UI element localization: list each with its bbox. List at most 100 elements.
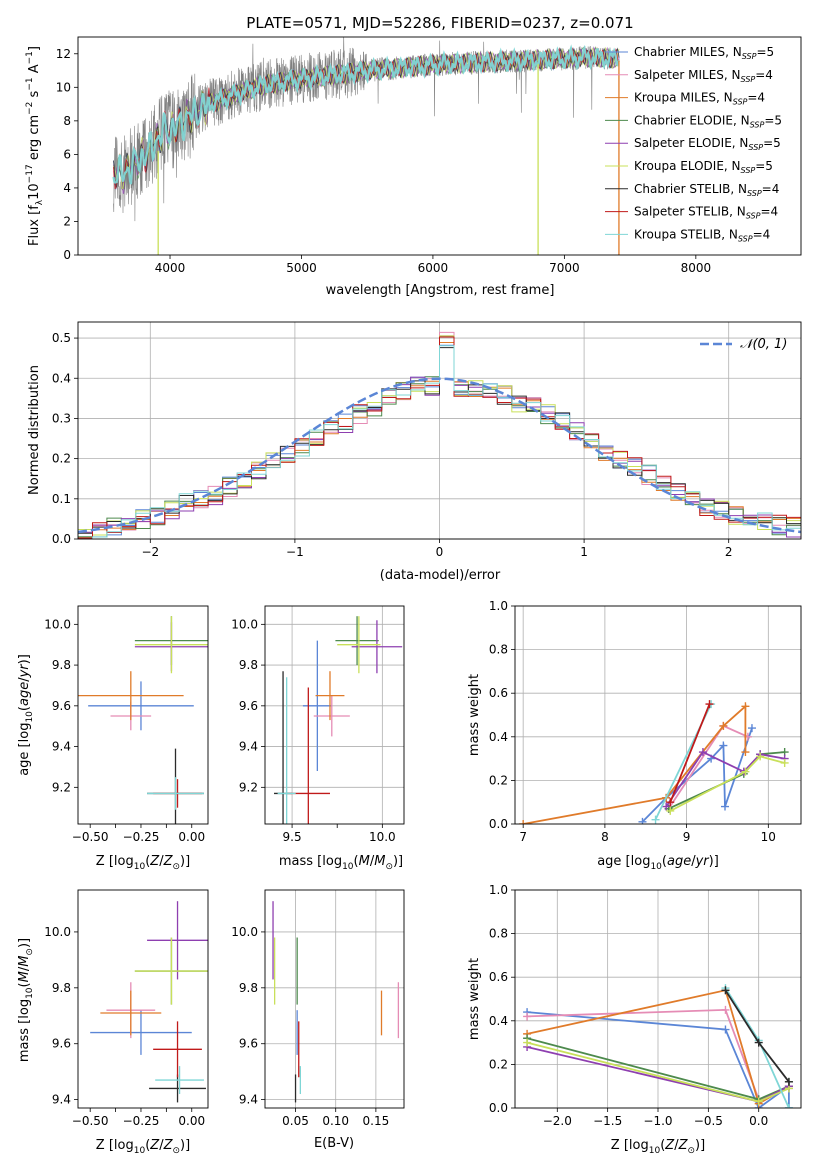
legend-label: Salpeter MILES, NSSP=4 — [634, 68, 773, 84]
x-tick-label: 4000 — [155, 261, 186, 275]
x-tick-label: 0.15 — [363, 1114, 390, 1128]
x-tick-label: 1 — [580, 545, 588, 559]
x-tick-label: 0.05 — [282, 1114, 309, 1128]
axes-age_vs_Z — [74, 606, 208, 828]
data-spectrum-line — [113, 37, 617, 222]
y-tick-label: 6 — [63, 147, 71, 161]
y-tick-label: 0.6 — [489, 970, 508, 984]
errorbars-age_vs_Z — [78, 616, 208, 824]
y-tick-label: 0.2 — [489, 1057, 508, 1071]
axes-age_vs_mass — [261, 606, 404, 828]
y-tick-label: 0.6 — [489, 686, 508, 700]
axes-frame — [77, 321, 802, 540]
series-marker-kroupa_miles — [741, 748, 750, 757]
series-marker-chabrier_stelib — [754, 1038, 763, 1047]
y-axis-label: mass [log10(M/M⊙)] — [17, 938, 35, 1062]
legend-label: Salpeter STELIB, NSSP=4 — [634, 205, 778, 221]
axes-frame — [514, 605, 802, 825]
plot-area — [265, 890, 404, 1108]
x-tick-label: 10 — [761, 830, 776, 844]
series-marker-salpeter_miles — [721, 1005, 730, 1014]
axes-frame — [264, 605, 405, 825]
series-line-salpeter_stelib — [669, 703, 711, 803]
x-axis-label: Z [log10(Z/Z⊙)] — [96, 1138, 190, 1156]
x-axis-label: wavelength [Angstrom, rest frame] — [326, 283, 555, 298]
y-tick-label: 0.2 — [52, 452, 71, 466]
figure-title: PLATE=0571, MJD=52286, FIBERID=0237, z=0… — [246, 14, 633, 32]
x-tick-label: 9.5 — [283, 830, 302, 844]
y-tick-label: 9.4 — [52, 740, 71, 754]
axes-mass_vs_EBV — [261, 890, 404, 1112]
y-tick-label: 9.8 — [52, 658, 71, 672]
series-marker-kroupa_miles — [519, 820, 528, 824]
y-tick-label: 10 — [56, 80, 71, 94]
errorbars-mass_vs_Z — [90, 901, 208, 1103]
y-tick-label: 9.6 — [239, 699, 258, 713]
x-axis-label: mass [log10(M/M⊙)] — [279, 854, 403, 872]
x-tick-label: −0.25 — [123, 830, 160, 844]
y-tick-label: 4 — [63, 181, 71, 195]
y-tick-label: 10.0 — [231, 925, 258, 939]
y-tick-label: 12 — [56, 47, 71, 61]
legend-label: Salpeter ELODIE, NSSP=5 — [634, 136, 781, 152]
y-tick-label: 1.0 — [489, 883, 508, 897]
x-tick-label: −1.0 — [643, 1114, 672, 1128]
y-tick-label: 9.6 — [52, 699, 71, 713]
x-tick-label: −1 — [286, 545, 304, 559]
series-marker-salpeter_stelib — [705, 700, 714, 709]
y-tick-label: 0.0 — [52, 532, 71, 546]
y-tick-label: 1.0 — [489, 599, 508, 613]
x-axis-label: E(B-V) — [314, 1136, 354, 1151]
x-tick-label: 0.00 — [178, 1114, 205, 1128]
axes-massweight_vs_Z — [511, 889, 801, 1112]
legend-label: Chabrier MILES, NSSP=5 — [634, 45, 774, 61]
y-tick-label: 0.8 — [489, 643, 508, 657]
y-axis-label: age [log10(age/yr)] — [17, 654, 35, 776]
plot-area — [78, 890, 208, 1108]
lines-massweight_vs_age — [519, 700, 789, 824]
axes-massweight_vs_age — [511, 605, 801, 828]
series-marker-salpeter_elodie — [698, 748, 707, 757]
gaussian-curve — [78, 377, 801, 534]
y-tick-label: 8 — [63, 114, 71, 128]
x-tick-label: 0.0 — [749, 1114, 768, 1128]
axes-mass_vs_Z — [74, 890, 208, 1112]
plot-area — [515, 606, 801, 824]
y-tick-label: 0.3 — [52, 411, 71, 425]
lines-massweight_vs_Z — [523, 984, 793, 1108]
axes-frame — [264, 889, 405, 1109]
y-tick-label: 9.8 — [52, 981, 71, 995]
y-tick-label: 10.0 — [44, 925, 71, 939]
spectrum-lines — [112, 37, 621, 255]
model-line-kroupa_stelib — [112, 44, 621, 185]
axes-frame — [77, 605, 209, 825]
x-tick-label: −2.0 — [543, 1114, 572, 1128]
legend-label: Chabrier ELODIE, NSSP=5 — [634, 113, 782, 129]
series-marker-salpeter_elodie — [662, 802, 671, 811]
errorbars-age_vs_mass — [274, 616, 403, 824]
x-tick-label: 7 — [519, 830, 527, 844]
y-tick-label: 9.8 — [239, 658, 258, 672]
y-axis-label: mass weight — [467, 958, 482, 1040]
series-marker-salpeter_stelib — [666, 798, 675, 807]
series-marker-kroupa_miles — [741, 702, 750, 711]
axes-frame — [77, 889, 209, 1109]
y-tick-label: 0.4 — [489, 1014, 508, 1028]
legend-label: 𝒩(0, 1) — [740, 337, 787, 352]
y-tick-label: 0.5 — [52, 331, 71, 345]
y-axis-label: mass weight — [467, 674, 482, 756]
x-tick-label: 10.0 — [369, 830, 396, 844]
residual-steps — [78, 331, 801, 539]
y-tick-label: 10.0 — [44, 617, 71, 631]
y-tick-label: 0.4 — [52, 371, 71, 385]
series-marker-kroupa_elodie — [754, 1097, 763, 1106]
series-marker-chabrier_miles — [638, 817, 647, 824]
series-marker-chabrier_stelib — [721, 986, 730, 995]
x-tick-label: −2 — [141, 545, 159, 559]
y-tick-label: 0 — [63, 248, 71, 262]
series-marker-chabrier_miles — [747, 724, 756, 733]
errorbars-mass_vs_EBV — [272, 901, 400, 1103]
series-marker-salpeter_miles — [523, 1012, 532, 1021]
series-marker-kroupa_stelib — [784, 1104, 793, 1108]
y-tick-label: 2 — [63, 214, 71, 228]
